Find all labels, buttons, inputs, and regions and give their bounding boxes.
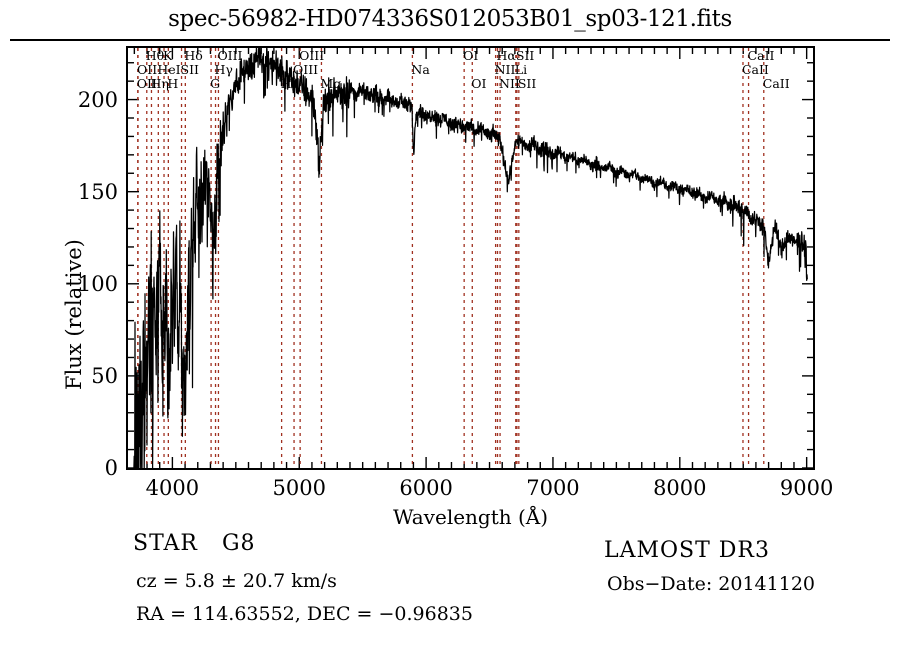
- x-axis-label: Wavelength (Å): [392, 505, 549, 529]
- line-label-G-4305: G: [210, 76, 221, 91]
- y-tick-50: 50: [91, 363, 118, 388]
- object-type-label: STAR G8: [133, 531, 256, 556]
- plot-inner: [128, 48, 813, 468]
- line-label-H-4102: Hδ: [184, 48, 203, 63]
- line-label-OII-3729: OII: [137, 62, 158, 77]
- x-tick-9000: 9000: [779, 476, 834, 500]
- line-label-SII-6716: SII: [515, 48, 535, 63]
- y-tick-150: 150: [77, 179, 118, 204]
- line-label-CaII-8662: CaII: [762, 76, 790, 91]
- line-label-Mg-5175: Mg: [320, 76, 342, 91]
- line-label-OIII-4363: OIII: [217, 48, 243, 63]
- line-label-OIII-4959: OIII: [293, 62, 319, 77]
- x-tick-7000: 7000: [526, 476, 580, 500]
- x-tick-5000: 5000: [272, 476, 326, 500]
- spectrum-canvas: [128, 48, 813, 468]
- line-label-CaII-8498: CaII: [741, 62, 769, 77]
- y-tick-100: 100: [77, 271, 118, 296]
- line-label-H-4340: Hγ: [214, 62, 233, 77]
- line-label-H-3835: Hη: [150, 76, 169, 91]
- coordinates-label: RA = 114.63552, DEC = −0.96835: [136, 603, 473, 625]
- line-label-H-6563: Hα: [496, 48, 516, 63]
- line-label-OII-3727: OII: [136, 76, 157, 91]
- line-label-H-3798: Hθ: [145, 48, 165, 63]
- y-tick-200: 200: [77, 87, 118, 112]
- line-label-Na-5892: Na: [411, 62, 430, 77]
- line-label-SII-6731: SII: [517, 76, 537, 91]
- x-tick-6000: 6000: [399, 476, 453, 500]
- line-label-H-3968: H: [167, 76, 179, 91]
- x-tick-8000: 8000: [653, 476, 707, 500]
- x-tick-4000: 4000: [145, 476, 200, 500]
- line-label-Li-6707: Li: [514, 62, 528, 77]
- obs-date-label: Obs−Date: 20141120: [607, 573, 815, 595]
- line-label-OI-6364: OI: [471, 76, 487, 91]
- title-divider: [10, 39, 890, 41]
- figure-title: spec-56982-HD074336S012053B01_sp03-121.f…: [168, 6, 732, 32]
- survey-label: LAMOST DR3: [604, 538, 770, 563]
- line-label-SII-4072: SII: [180, 62, 199, 77]
- line-label-H-4861: Hβ: [280, 76, 299, 91]
- line-label-NII-6583: NII: [499, 76, 520, 91]
- line-label-OIII-5007: OIII: [299, 48, 325, 63]
- line-label-HeI-3889: HeI: [157, 62, 181, 77]
- line-label-NII-6548: NII: [494, 62, 516, 77]
- y-tick-0: 0: [104, 456, 118, 480]
- plot-area: [126, 46, 815, 470]
- line-label-CaII-8542: CaII: [747, 48, 775, 63]
- line-label-OI-6300: OI: [463, 48, 479, 63]
- redshift-velocity-label: cz = 5.8 ± 20.7 km/s: [136, 570, 337, 592]
- line-label-K-3934: K: [163, 48, 173, 63]
